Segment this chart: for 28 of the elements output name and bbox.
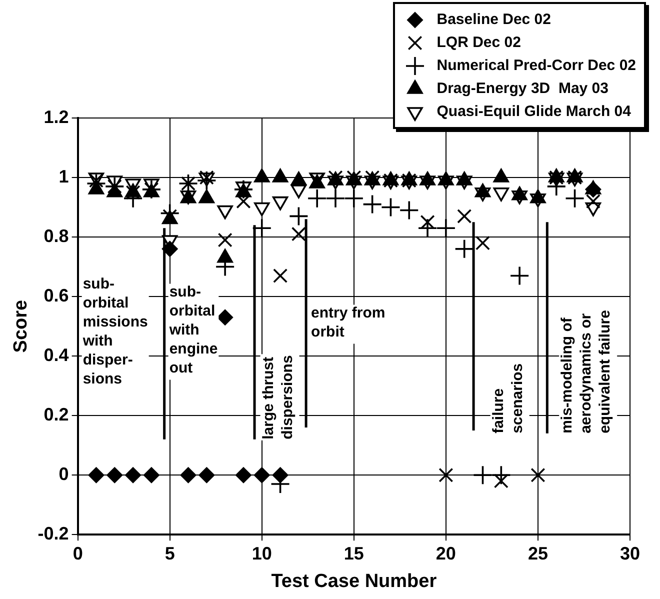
y-tick-label: 0.2 <box>44 404 69 425</box>
legend-label: Numerical Pred-Corr Dec 02 <box>436 57 636 74</box>
annotation: entry from orbit <box>311 304 386 340</box>
legend-label: Quasi-Equil Glide March 04 <box>436 103 631 120</box>
x-tick-label: 15 <box>344 543 364 564</box>
y-axis-title: Score <box>10 300 32 353</box>
annotation: sub- orbital missions with disper- sions <box>82 275 148 388</box>
x-tick-label: 30 <box>620 543 640 564</box>
x-tick-label: 10 <box>252 543 272 564</box>
y-tick-label: 1 <box>58 166 69 186</box>
x-tick-label: 5 <box>164 543 175 564</box>
legend-label: Drag-Energy 3D May 03 <box>436 80 608 97</box>
annotation: failure scenarios <box>490 363 526 434</box>
annotation: mis-modeling of aerodynamics or equivalent failure <box>558 310 614 434</box>
y-tick-label: 0.6 <box>44 286 69 306</box>
x-tick-label: 0 <box>72 543 83 564</box>
y-tick-label: -0.2 <box>38 524 69 544</box>
x-axis-title: Test Case Number <box>271 570 438 592</box>
legend-label: Baseline Dec 02 <box>436 11 551 28</box>
annotation: large thrust dispersions <box>260 355 296 440</box>
x-tick-label: 20 <box>436 543 456 564</box>
y-tick-label: 1.2 <box>44 106 69 127</box>
y-tick-label: 0.8 <box>44 226 69 246</box>
legend-label: LQR Dec 02 <box>436 34 521 51</box>
x-tick-label: 25 <box>528 543 548 564</box>
y-tick-label: 0 <box>58 464 69 484</box>
annotation: sub- orbital with engine out <box>168 283 218 376</box>
y-tick-label: 0.4 <box>44 345 69 366</box>
